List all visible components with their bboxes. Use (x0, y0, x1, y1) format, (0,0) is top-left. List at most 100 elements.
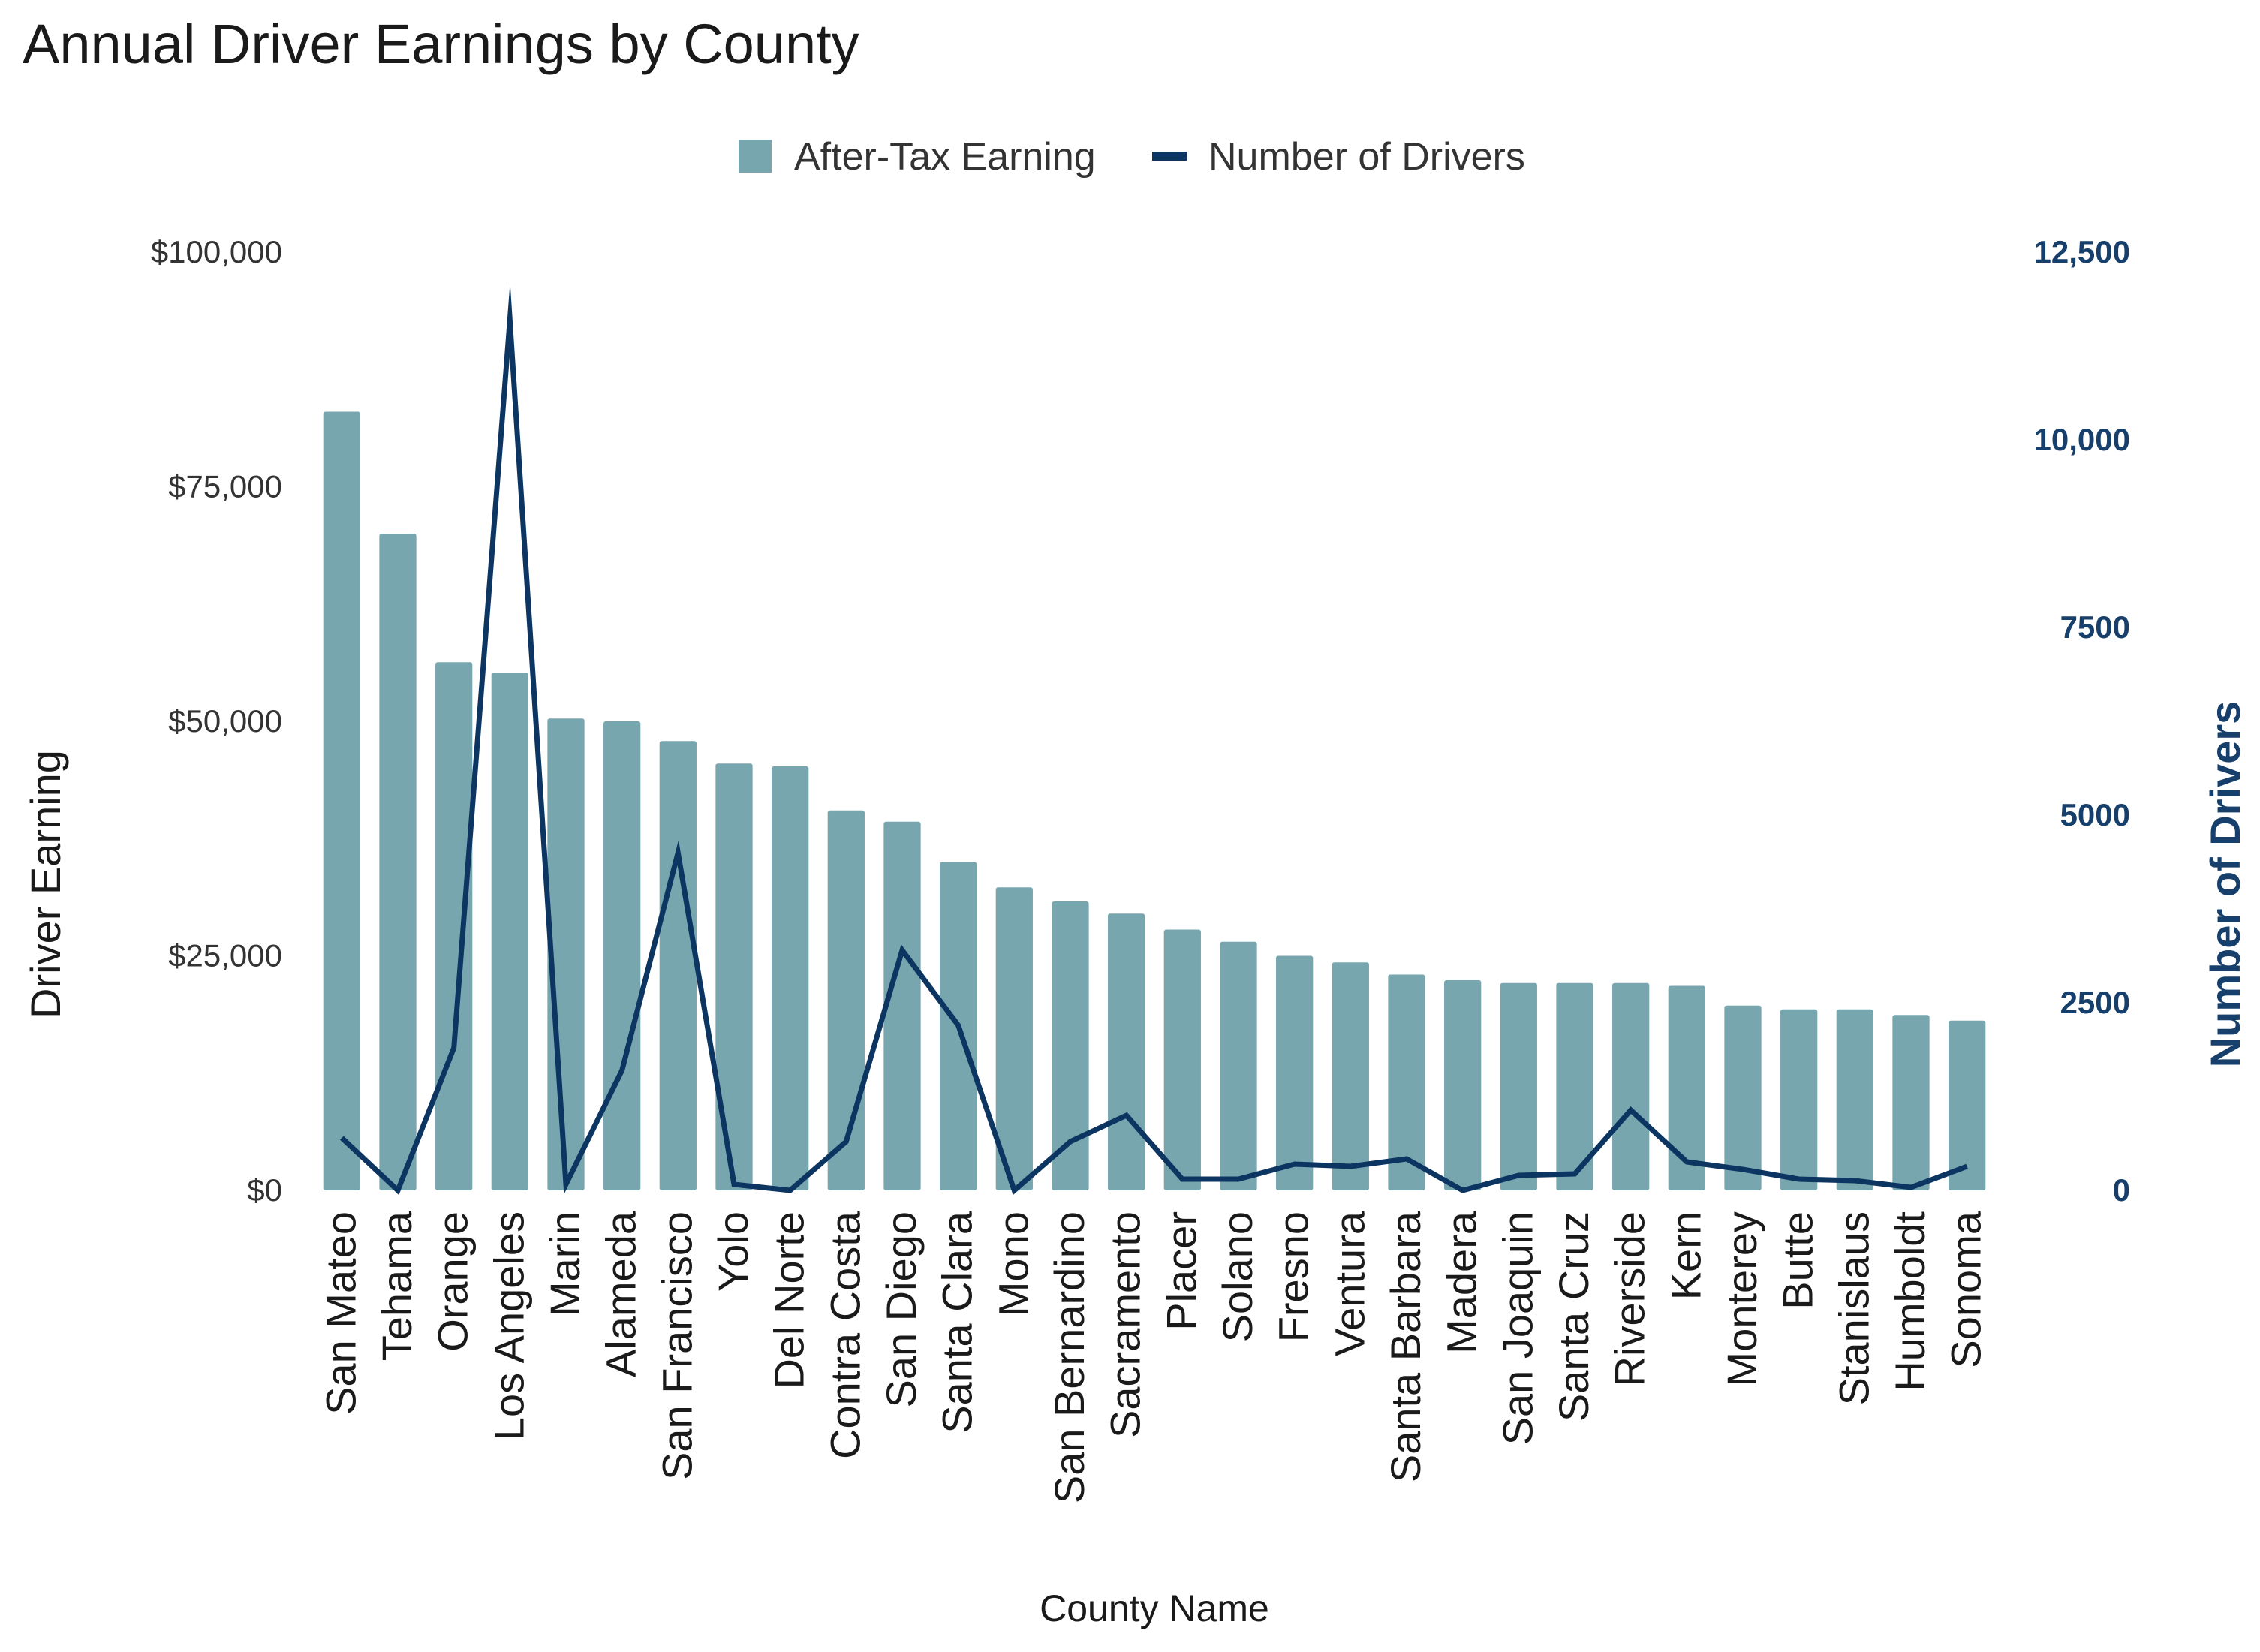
earning-bar (1388, 974, 1425, 1190)
category-label: San Diego (877, 1211, 925, 1408)
earning-bar (772, 766, 809, 1190)
drivers-point (1742, 1169, 1744, 1170)
earning-bar (883, 821, 921, 1190)
chart-title: Annual Driver Earnings by County (23, 13, 859, 75)
right-tick-label: 0 (2113, 1172, 2130, 1208)
x-axis-title: County Name (1040, 1587, 1269, 1629)
category-label: San Francisco (653, 1211, 700, 1480)
category-label: Santa Cruz (1550, 1211, 1597, 1422)
category-label: Fresno (1270, 1211, 1317, 1342)
legend-swatch-earning (739, 140, 772, 173)
right-tick-label: 2500 (2060, 985, 2130, 1020)
earning-bar (1500, 982, 1537, 1190)
category-label: San Joaquin (1494, 1211, 1541, 1445)
category-label: Kern (1662, 1211, 1709, 1300)
earning-bar (323, 411, 360, 1190)
legend-label-drivers: Number of Drivers (1208, 135, 1525, 179)
right-tick-label: 10,000 (2034, 422, 2130, 457)
drivers-point (1462, 1190, 1464, 1191)
earning-bar (603, 721, 641, 1190)
earning-bar (1949, 1020, 1986, 1190)
drivers-point (1126, 1115, 1127, 1116)
category-label: Butte (1774, 1211, 1822, 1310)
earning-bar (1332, 962, 1369, 1190)
drivers-point (1294, 1163, 1296, 1165)
earning-bars (323, 411, 1986, 1190)
earning-bar (1108, 913, 1145, 1190)
earning-bar (995, 887, 1033, 1190)
category-label: San Bernardino (1046, 1211, 1093, 1503)
category-label: Stanislaus (1830, 1211, 1877, 1405)
earning-bar (1724, 1005, 1762, 1190)
category-label: Contra Costa (821, 1211, 868, 1459)
category-label: Santa Clara (934, 1211, 981, 1434)
left-tick-label: $100,000 (151, 234, 282, 269)
drivers-point (621, 1070, 623, 1071)
drivers-point (1013, 1190, 1015, 1191)
left-axis-ticks: $0 $25,000 $50,000 $75,000 $100,000 (151, 234, 282, 1208)
category-label: Ventura (1326, 1211, 1373, 1356)
category-labels: San Mateo Tehama Orange Los Angeles Marin Ala… (317, 1211, 1989, 1503)
drivers-point (1798, 1178, 1800, 1180)
earning-bar (1836, 1009, 1873, 1190)
category-label: Madera (1438, 1211, 1485, 1354)
category-label: Tehama (373, 1211, 420, 1361)
drivers-point (565, 1184, 567, 1185)
right-tick-label: 7500 (2060, 609, 2130, 645)
category-label: Marin (541, 1211, 588, 1316)
earning-bar (1163, 929, 1201, 1190)
category-label: Sonoma (1943, 1211, 1990, 1368)
right-axis-ticks: 0 2500 5000 7500 10,000 12,500 (2034, 234, 2130, 1208)
earning-bar (1892, 1015, 1930, 1190)
drivers-point (901, 949, 903, 951)
drivers-point (1630, 1109, 1632, 1111)
earning-bar (659, 741, 697, 1190)
legend-label-earning: After-Tax Earning (794, 135, 1096, 179)
earning-bar (491, 673, 528, 1190)
earning-bar (1444, 980, 1482, 1190)
earning-bar (435, 662, 473, 1190)
left-tick-label: $0 (247, 1172, 282, 1208)
legend: After-Tax Earning Number of Drivers (739, 135, 1525, 179)
left-tick-label: $50,000 (168, 703, 282, 739)
legend-swatch-drivers (1152, 152, 1187, 161)
earning-bar (379, 534, 417, 1190)
earning-bar (1276, 955, 1314, 1190)
category-label: Santa Barbara (1382, 1211, 1429, 1482)
category-label: Solano (1214, 1211, 1261, 1342)
category-label: Monterey (1718, 1211, 1765, 1386)
drivers-point (733, 1184, 735, 1185)
category-label: Sacramento (1102, 1211, 1149, 1438)
drivers-point (1910, 1187, 1912, 1188)
left-tick-label: $25,000 (168, 938, 282, 973)
category-label: Los Angeles (485, 1211, 532, 1440)
category-label: San Mateo (317, 1211, 364, 1415)
earning-bar (1780, 1009, 1818, 1190)
category-label: Mono (989, 1211, 1037, 1316)
category-label: Humboldt (1886, 1211, 1933, 1392)
earning-bar (1052, 901, 1089, 1190)
category-label: Yolo (709, 1211, 757, 1292)
earning-bar (827, 810, 865, 1190)
left-tick-label: $75,000 (168, 469, 282, 504)
drivers-line (339, 282, 1968, 1196)
earning-bar (1612, 982, 1650, 1190)
right-tick-label: 5000 (2060, 797, 2130, 832)
earning-bar (1668, 985, 1705, 1190)
drivers-point (1238, 1178, 1239, 1180)
drivers-point (1518, 1175, 1519, 1176)
y-axis-title-left: Driver Earning (22, 750, 69, 1019)
category-label: Placer (1157, 1211, 1205, 1331)
right-tick-label: 12,500 (2034, 234, 2130, 269)
earning-bar (1220, 941, 1257, 1190)
category-label: Riverside (1606, 1211, 1654, 1386)
drivers-point (453, 1047, 455, 1049)
y-axis-title-right: Number of Drivers (2201, 701, 2249, 1068)
category-label: Orange (429, 1211, 477, 1352)
drivers-point (1181, 1178, 1183, 1180)
drivers-point (397, 1190, 399, 1191)
drivers-line-layer (339, 282, 1968, 1196)
drivers-point (1350, 1166, 1351, 1167)
